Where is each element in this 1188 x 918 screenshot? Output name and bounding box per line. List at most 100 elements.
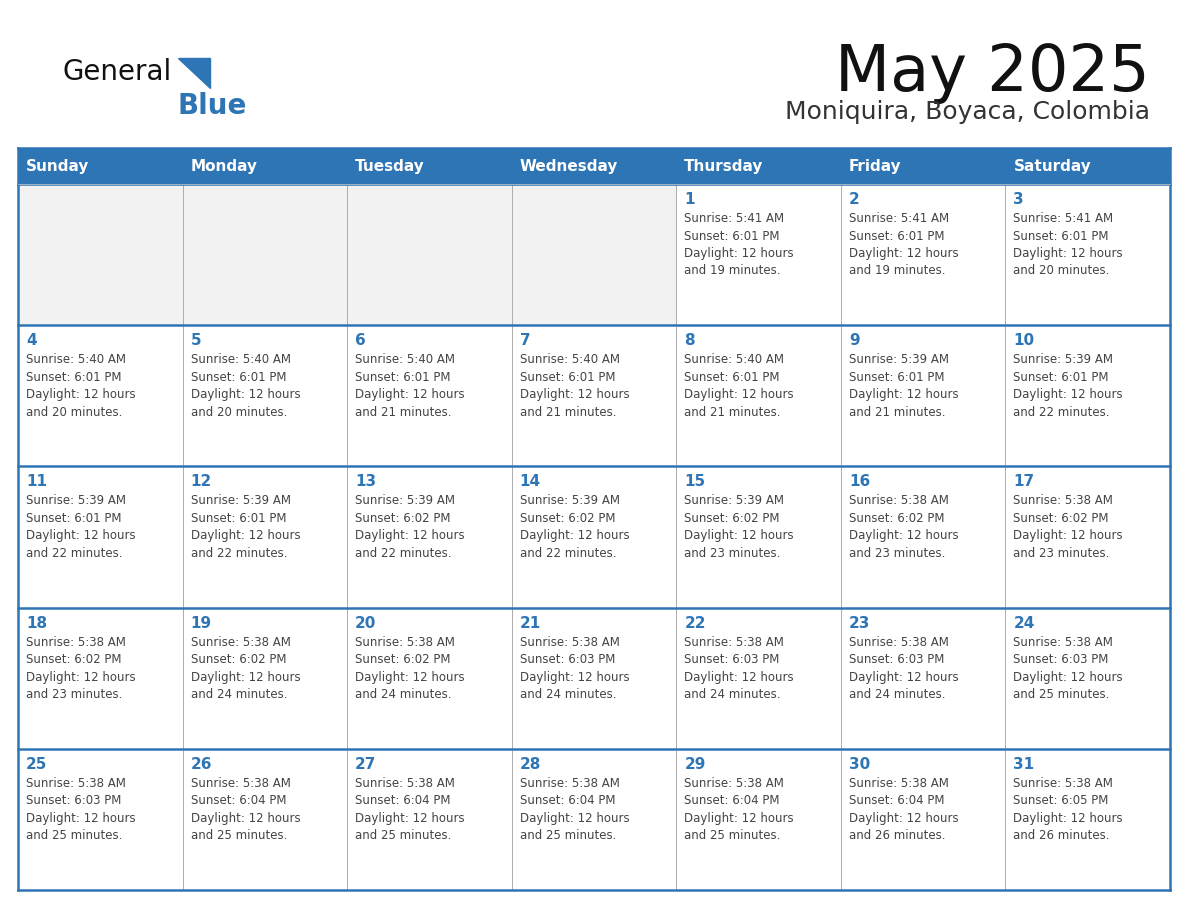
Text: Sunrise: 5:38 AM
Sunset: 6:04 PM
Daylight: 12 hours
and 26 minutes.: Sunrise: 5:38 AM Sunset: 6:04 PM Dayligh… bbox=[849, 777, 959, 843]
Text: 23: 23 bbox=[849, 616, 871, 631]
Text: Sunrise: 5:39 AM
Sunset: 6:01 PM
Daylight: 12 hours
and 22 minutes.: Sunrise: 5:39 AM Sunset: 6:01 PM Dayligh… bbox=[26, 495, 135, 560]
Text: 26: 26 bbox=[190, 756, 213, 772]
Text: 13: 13 bbox=[355, 475, 377, 489]
Bar bbox=[183, 749, 347, 890]
Bar bbox=[512, 466, 676, 608]
Text: Monday: Monday bbox=[190, 159, 258, 174]
Text: 7: 7 bbox=[519, 333, 530, 348]
Text: Sunrise: 5:39 AM
Sunset: 6:01 PM
Daylight: 12 hours
and 22 minutes.: Sunrise: 5:39 AM Sunset: 6:01 PM Dayligh… bbox=[1013, 353, 1123, 419]
Bar bbox=[1005, 148, 1170, 184]
Text: Sunrise: 5:38 AM
Sunset: 6:05 PM
Daylight: 12 hours
and 26 minutes.: Sunrise: 5:38 AM Sunset: 6:05 PM Dayligh… bbox=[1013, 777, 1123, 843]
Text: 25: 25 bbox=[26, 756, 48, 772]
Text: Sunrise: 5:41 AM
Sunset: 6:01 PM
Daylight: 12 hours
and 19 minutes.: Sunrise: 5:41 AM Sunset: 6:01 PM Dayligh… bbox=[684, 212, 794, 277]
Text: Moniquira, Boyaca, Colombia: Moniquira, Boyaca, Colombia bbox=[785, 100, 1150, 124]
Bar bbox=[1005, 466, 1170, 608]
Text: Sunrise: 5:38 AM
Sunset: 6:03 PM
Daylight: 12 hours
and 24 minutes.: Sunrise: 5:38 AM Sunset: 6:03 PM Dayligh… bbox=[684, 635, 794, 701]
Text: Sunrise: 5:40 AM
Sunset: 6:01 PM
Daylight: 12 hours
and 20 minutes.: Sunrise: 5:40 AM Sunset: 6:01 PM Dayligh… bbox=[26, 353, 135, 419]
Text: Sunrise: 5:40 AM
Sunset: 6:01 PM
Daylight: 12 hours
and 21 minutes.: Sunrise: 5:40 AM Sunset: 6:01 PM Dayligh… bbox=[519, 353, 630, 419]
Bar bbox=[183, 184, 347, 325]
Text: Friday: Friday bbox=[849, 159, 902, 174]
Text: 30: 30 bbox=[849, 756, 870, 772]
Bar bbox=[841, 608, 1005, 749]
Text: Sunrise: 5:39 AM
Sunset: 6:02 PM
Daylight: 12 hours
and 22 minutes.: Sunrise: 5:39 AM Sunset: 6:02 PM Dayligh… bbox=[519, 495, 630, 560]
Bar bbox=[18, 466, 183, 608]
Bar bbox=[841, 184, 1005, 325]
Text: 14: 14 bbox=[519, 475, 541, 489]
Bar bbox=[512, 749, 676, 890]
Bar bbox=[676, 184, 841, 325]
Text: Sunrise: 5:38 AM
Sunset: 6:03 PM
Daylight: 12 hours
and 24 minutes.: Sunrise: 5:38 AM Sunset: 6:03 PM Dayligh… bbox=[519, 635, 630, 701]
Text: 18: 18 bbox=[26, 616, 48, 631]
Bar bbox=[676, 325, 841, 466]
Text: 6: 6 bbox=[355, 333, 366, 348]
Text: 15: 15 bbox=[684, 475, 706, 489]
Bar bbox=[18, 184, 183, 325]
Bar bbox=[676, 608, 841, 749]
Text: Sunday: Sunday bbox=[26, 159, 89, 174]
Bar bbox=[512, 148, 676, 184]
Bar bbox=[676, 466, 841, 608]
Text: Blue: Blue bbox=[178, 92, 247, 120]
Text: Sunrise: 5:40 AM
Sunset: 6:01 PM
Daylight: 12 hours
and 21 minutes.: Sunrise: 5:40 AM Sunset: 6:01 PM Dayligh… bbox=[684, 353, 794, 419]
Text: Sunrise: 5:39 AM
Sunset: 6:01 PM
Daylight: 12 hours
and 22 minutes.: Sunrise: 5:39 AM Sunset: 6:01 PM Dayligh… bbox=[190, 495, 301, 560]
Bar bbox=[1005, 325, 1170, 466]
Bar bbox=[347, 184, 512, 325]
Bar bbox=[512, 184, 676, 325]
Text: 2: 2 bbox=[849, 192, 860, 207]
Bar bbox=[676, 148, 841, 184]
Text: 28: 28 bbox=[519, 756, 541, 772]
Bar bbox=[183, 148, 347, 184]
Bar bbox=[18, 325, 183, 466]
Text: 19: 19 bbox=[190, 616, 211, 631]
Text: Sunrise: 5:38 AM
Sunset: 6:03 PM
Daylight: 12 hours
and 24 minutes.: Sunrise: 5:38 AM Sunset: 6:03 PM Dayligh… bbox=[849, 635, 959, 701]
Text: Sunrise: 5:40 AM
Sunset: 6:01 PM
Daylight: 12 hours
and 21 minutes.: Sunrise: 5:40 AM Sunset: 6:01 PM Dayligh… bbox=[355, 353, 465, 419]
Text: Sunrise: 5:38 AM
Sunset: 6:04 PM
Daylight: 12 hours
and 25 minutes.: Sunrise: 5:38 AM Sunset: 6:04 PM Dayligh… bbox=[355, 777, 465, 843]
Bar bbox=[841, 466, 1005, 608]
Bar bbox=[841, 148, 1005, 184]
Text: 4: 4 bbox=[26, 333, 37, 348]
Text: Sunrise: 5:38 AM
Sunset: 6:03 PM
Daylight: 12 hours
and 25 minutes.: Sunrise: 5:38 AM Sunset: 6:03 PM Dayligh… bbox=[1013, 635, 1123, 701]
Text: Sunrise: 5:38 AM
Sunset: 6:04 PM
Daylight: 12 hours
and 25 minutes.: Sunrise: 5:38 AM Sunset: 6:04 PM Dayligh… bbox=[190, 777, 301, 843]
Bar bbox=[347, 466, 512, 608]
Bar bbox=[512, 608, 676, 749]
Bar bbox=[18, 608, 183, 749]
Bar bbox=[183, 608, 347, 749]
Text: Sunrise: 5:38 AM
Sunset: 6:04 PM
Daylight: 12 hours
and 25 minutes.: Sunrise: 5:38 AM Sunset: 6:04 PM Dayligh… bbox=[684, 777, 794, 843]
Bar bbox=[347, 325, 512, 466]
Text: Sunrise: 5:40 AM
Sunset: 6:01 PM
Daylight: 12 hours
and 20 minutes.: Sunrise: 5:40 AM Sunset: 6:01 PM Dayligh… bbox=[190, 353, 301, 419]
Text: 22: 22 bbox=[684, 616, 706, 631]
Text: Saturday: Saturday bbox=[1013, 159, 1092, 174]
Polygon shape bbox=[178, 58, 210, 88]
Text: Sunrise: 5:38 AM
Sunset: 6:03 PM
Daylight: 12 hours
and 25 minutes.: Sunrise: 5:38 AM Sunset: 6:03 PM Dayligh… bbox=[26, 777, 135, 843]
Bar bbox=[841, 749, 1005, 890]
Text: Sunrise: 5:39 AM
Sunset: 6:02 PM
Daylight: 12 hours
and 22 minutes.: Sunrise: 5:39 AM Sunset: 6:02 PM Dayligh… bbox=[355, 495, 465, 560]
Text: 9: 9 bbox=[849, 333, 859, 348]
Text: Sunrise: 5:41 AM
Sunset: 6:01 PM
Daylight: 12 hours
and 19 minutes.: Sunrise: 5:41 AM Sunset: 6:01 PM Dayligh… bbox=[849, 212, 959, 277]
Bar bbox=[676, 749, 841, 890]
Text: Wednesday: Wednesday bbox=[519, 159, 618, 174]
Text: General: General bbox=[62, 58, 171, 86]
Bar bbox=[1005, 608, 1170, 749]
Text: 17: 17 bbox=[1013, 475, 1035, 489]
Text: Sunrise: 5:41 AM
Sunset: 6:01 PM
Daylight: 12 hours
and 20 minutes.: Sunrise: 5:41 AM Sunset: 6:01 PM Dayligh… bbox=[1013, 212, 1123, 277]
Text: 27: 27 bbox=[355, 756, 377, 772]
Text: Tuesday: Tuesday bbox=[355, 159, 425, 174]
Text: 5: 5 bbox=[190, 333, 201, 348]
Text: 12: 12 bbox=[190, 475, 211, 489]
Text: 24: 24 bbox=[1013, 616, 1035, 631]
Text: Sunrise: 5:38 AM
Sunset: 6:04 PM
Daylight: 12 hours
and 25 minutes.: Sunrise: 5:38 AM Sunset: 6:04 PM Dayligh… bbox=[519, 777, 630, 843]
Text: Sunrise: 5:38 AM
Sunset: 6:02 PM
Daylight: 12 hours
and 24 minutes.: Sunrise: 5:38 AM Sunset: 6:02 PM Dayligh… bbox=[355, 635, 465, 701]
Text: 31: 31 bbox=[1013, 756, 1035, 772]
Text: 11: 11 bbox=[26, 475, 48, 489]
Bar bbox=[183, 466, 347, 608]
Bar bbox=[347, 148, 512, 184]
Text: 1: 1 bbox=[684, 192, 695, 207]
Text: Sunrise: 5:38 AM
Sunset: 6:02 PM
Daylight: 12 hours
and 23 minutes.: Sunrise: 5:38 AM Sunset: 6:02 PM Dayligh… bbox=[1013, 495, 1123, 560]
Text: 10: 10 bbox=[1013, 333, 1035, 348]
Text: 20: 20 bbox=[355, 616, 377, 631]
Text: Sunrise: 5:39 AM
Sunset: 6:01 PM
Daylight: 12 hours
and 21 minutes.: Sunrise: 5:39 AM Sunset: 6:01 PM Dayligh… bbox=[849, 353, 959, 419]
Bar bbox=[841, 325, 1005, 466]
Bar bbox=[347, 608, 512, 749]
Bar bbox=[1005, 184, 1170, 325]
Bar bbox=[347, 749, 512, 890]
